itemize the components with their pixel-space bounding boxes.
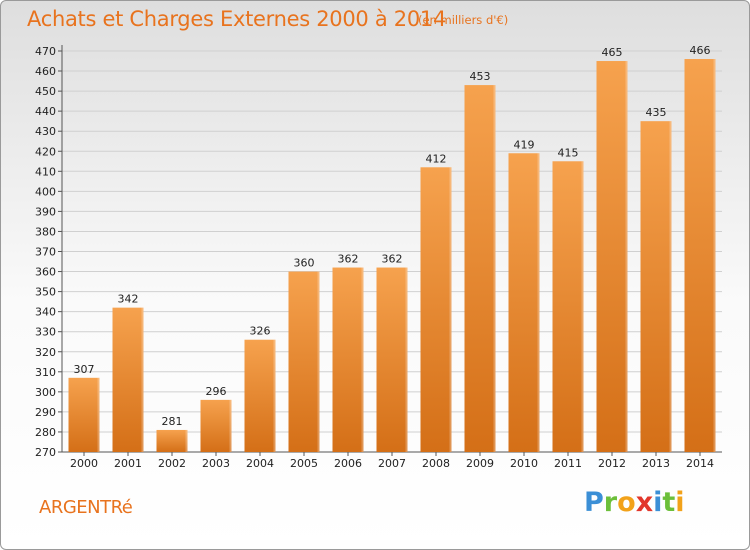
x-tick-label: 2012	[598, 457, 626, 470]
y-tick-label: 340	[35, 306, 56, 319]
bar-highlight	[493, 85, 496, 453]
bar-2002	[156, 429, 188, 452]
logo-letter: P	[584, 487, 604, 518]
x-tick-label: 2005	[290, 457, 318, 470]
bar-highlight	[185, 429, 188, 452]
bar-2000	[68, 377, 100, 452]
logo-letter: o	[617, 487, 636, 518]
x-tick-label: 2010	[510, 457, 538, 470]
chart-title: Achats et Charges Externes 2000 à 2014	[27, 7, 447, 31]
bar-2008	[420, 167, 452, 453]
y-tick-label: 370	[35, 246, 56, 259]
y-tick-label: 280	[35, 426, 56, 439]
bar-2014	[684, 59, 716, 453]
data-label: 342	[118, 293, 139, 306]
x-tick-label: 2009	[466, 457, 494, 470]
x-tick-label: 2013	[642, 457, 670, 470]
y-tick-label: 380	[35, 225, 56, 238]
x-tick-label: 2000	[70, 457, 98, 470]
y-tick-label: 410	[35, 165, 56, 178]
y-tick-label: 270	[35, 446, 56, 459]
y-tick-label: 350	[35, 286, 56, 299]
bar-highlight	[625, 61, 628, 453]
y-tick-label: 470	[35, 45, 56, 58]
x-tick-label: 2008	[422, 457, 450, 470]
data-label: 453	[470, 70, 491, 83]
x-tick-label: 2003	[202, 457, 230, 470]
logo-letter: i	[653, 487, 663, 518]
logo-letter: x	[635, 487, 654, 518]
y-tick-label: 420	[35, 145, 56, 158]
y-tick-label: 460	[35, 65, 56, 78]
data-label: 362	[338, 253, 359, 266]
bar-2011	[552, 161, 584, 452]
bar-highlight	[97, 377, 100, 452]
bar-highlight	[581, 161, 584, 452]
data-label: 296	[206, 385, 227, 398]
y-tick-label: 330	[35, 326, 56, 339]
y-tick-label: 300	[35, 386, 56, 399]
x-tick-label: 2002	[158, 457, 186, 470]
data-label: 412	[426, 152, 447, 165]
bar-2010	[508, 153, 540, 452]
data-label: 307	[74, 363, 95, 376]
data-label: 326	[250, 325, 271, 338]
bar-highlight	[273, 339, 276, 452]
x-tick-label: 2014	[686, 457, 714, 470]
bar-highlight	[229, 399, 232, 452]
bar-2003	[200, 399, 232, 452]
data-label: 281	[162, 415, 183, 428]
y-tick-label: 320	[35, 346, 56, 359]
labels: 270 280 290 300 310 320 330 340 350 360 370 380 390 4…	[35, 44, 714, 470]
data-label: 466	[690, 44, 711, 57]
bar-highlight	[361, 267, 364, 452]
data-label: 360	[294, 257, 315, 270]
bar-highlight	[537, 153, 540, 452]
data-label: 419	[514, 138, 535, 151]
y-tick-label: 390	[35, 205, 56, 218]
bar-2009	[464, 85, 496, 453]
y-tick-label: 430	[35, 125, 56, 138]
bar-highlight	[405, 267, 408, 452]
y-tick-label: 310	[35, 366, 56, 379]
logo-letter: r	[603, 487, 618, 518]
bar-highlight	[449, 167, 452, 453]
bar-highlight	[317, 271, 320, 452]
bars	[68, 59, 716, 453]
y-tick-label: 360	[35, 266, 56, 279]
place-name: ARGENTRé	[39, 497, 133, 518]
bar-2004	[244, 339, 276, 452]
bar-highlight	[713, 59, 716, 453]
bar-2006	[332, 267, 364, 452]
x-tick-label: 2011	[554, 457, 582, 470]
data-label: 435	[646, 106, 667, 119]
bar-2001	[112, 307, 144, 452]
data-label: 362	[382, 253, 403, 266]
y-tick-label: 450	[35, 85, 56, 98]
bar-highlight	[669, 121, 672, 453]
y-tick-label: 290	[35, 406, 56, 419]
proxiti-logo[interactable]: Proxiti	[584, 487, 685, 518]
x-tick-label: 2006	[334, 457, 362, 470]
logo-letter: i	[675, 487, 685, 518]
bar-2005	[288, 271, 320, 452]
bar-2012	[596, 61, 628, 453]
logo-letter: t	[662, 487, 676, 518]
x-tick-label: 2004	[246, 457, 274, 470]
x-tick-label: 2007	[378, 457, 406, 470]
chart-subtitle: (en milliers d'€)	[418, 13, 509, 27]
bar-2013	[640, 121, 672, 453]
x-tick-label: 2001	[114, 457, 142, 470]
data-label: 415	[558, 146, 579, 159]
bar-2007	[376, 267, 408, 452]
bar-highlight	[141, 307, 144, 452]
y-tick-label: 400	[35, 185, 56, 198]
y-tick-label: 440	[35, 105, 56, 118]
data-label: 465	[602, 46, 623, 59]
